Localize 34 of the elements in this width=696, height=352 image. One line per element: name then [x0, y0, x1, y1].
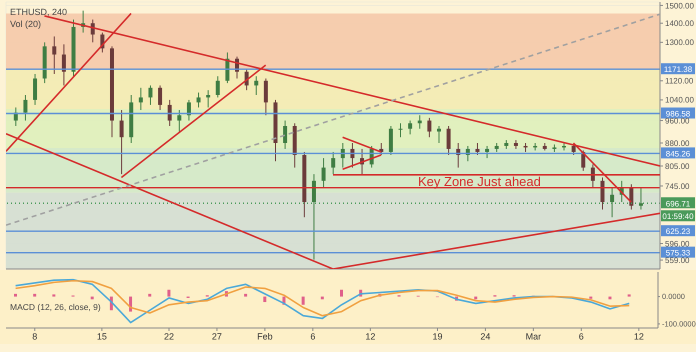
y-tick-label: 559.00 — [665, 256, 690, 265]
x-tick-label: 24 — [480, 331, 490, 342]
text: ETHUSD, 240 — [10, 6, 68, 18]
y-tick-label: 880.00 — [665, 138, 690, 148]
annotation: Key Zone Just ahead — [418, 174, 541, 189]
annotation: Vol (20) — [10, 18, 42, 30]
ref-line-label: 575.33 — [666, 248, 691, 258]
x-tick-label: 15 — [96, 331, 107, 342]
x-tick-label: 8 — [32, 331, 38, 342]
x-tick-label: 12 — [634, 331, 644, 342]
y-tick-label: 960.00 — [665, 116, 690, 126]
y-tick-label: 1400.00 — [665, 19, 694, 28]
ref-line-label: 625.23 — [666, 227, 691, 236]
x-tick-label: 6 — [310, 331, 316, 342]
x-tick-label: Mar — [526, 331, 542, 342]
y-tick-label: 1040.00 — [665, 96, 694, 105]
y-tick-label: 805.00 — [665, 162, 690, 171]
y-tick-label: 745.00 — [665, 182, 690, 191]
ref-line-label: 845.26 — [666, 149, 691, 158]
ref-line-label: 696.71 — [666, 199, 691, 208]
x-tick-label: 22 — [164, 331, 174, 342]
x-tick-label: 12 — [365, 331, 376, 342]
text: MACD (12, 26, close, 9) — [9, 302, 102, 312]
y-tick-label: 1300.00 — [665, 38, 694, 48]
y-tick-label: 596.00 — [665, 239, 690, 248]
x-tick-label: 6 — [578, 331, 584, 342]
ref-line-label: 1171.38 — [664, 65, 693, 74]
x-tick-label: Feb — [257, 331, 273, 342]
ref-line-label: 986.58 — [666, 110, 691, 119]
x-tick-label: 27 — [212, 331, 222, 342]
text: 01:59:40 — [662, 212, 694, 221]
y-tick-label: 1120.00 — [665, 76, 694, 86]
x-tick-label: 19 — [432, 331, 442, 342]
y-tick-label: 1500.00 — [665, 1, 694, 10]
